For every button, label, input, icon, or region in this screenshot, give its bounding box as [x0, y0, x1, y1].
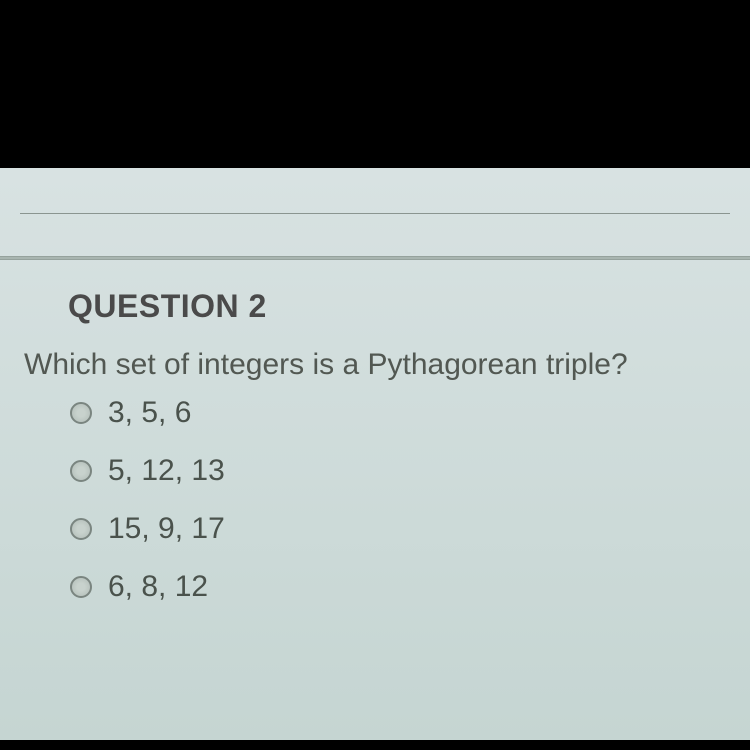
option-row[interactable]: 3, 5, 6: [70, 396, 225, 430]
question-header: QUESTION 2: [68, 288, 267, 325]
question-text: Which set of integers is a Pythagorean t…: [24, 348, 628, 382]
radio-icon[interactable]: [70, 518, 92, 540]
content-area: QUESTION 2 Which set of integers is a Py…: [0, 168, 750, 740]
thin-divider: [20, 213, 730, 214]
section-divider: [0, 256, 750, 260]
option-label: 15, 9, 17: [108, 512, 225, 546]
option-label: 3, 5, 6: [108, 396, 191, 430]
radio-icon[interactable]: [70, 460, 92, 482]
option-row[interactable]: 15, 9, 17: [70, 512, 225, 546]
option-row[interactable]: 5, 12, 13: [70, 454, 225, 488]
radio-icon[interactable]: [70, 402, 92, 424]
radio-icon[interactable]: [70, 576, 92, 598]
option-label: 6, 8, 12: [108, 570, 208, 604]
option-label: 5, 12, 13: [108, 454, 225, 488]
options-container: 3, 5, 6 5, 12, 13 15, 9, 17 6, 8, 12: [70, 396, 225, 628]
option-row[interactable]: 6, 8, 12: [70, 570, 225, 604]
